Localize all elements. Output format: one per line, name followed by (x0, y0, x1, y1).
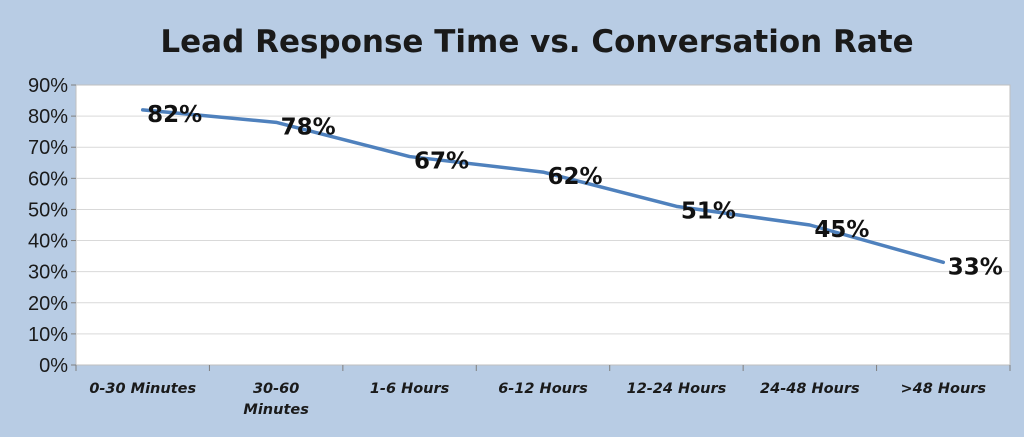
data-label: 33% (948, 254, 1003, 280)
series-layer (140, 108, 946, 265)
data-label: 78% (281, 114, 336, 140)
x-axis: 0-30 Minutes 30-60 Minutes 1-6 Hours 6-12 Ho… (75, 365, 1011, 418)
data-label: 82% (147, 102, 202, 128)
y-axis: 0% 10% 20% 30% 40% 50% 60% 70% 80% 90% (28, 75, 76, 377)
y-tick-label: 90% (28, 75, 68, 97)
x-tick-label: 1-6 Hours (370, 381, 450, 397)
chart-title: Lead Response Time vs. Conversation Rate (160, 24, 913, 60)
data-label: 62% (547, 164, 602, 190)
x-tick-label: 24-48 Hours (760, 381, 860, 397)
x-tick-label: >48 Hours (900, 381, 986, 397)
x-tick-label: 0-30 Minutes (89, 381, 196, 397)
y-tick-label: 0% (39, 355, 68, 377)
y-tick-label: 50% (28, 199, 68, 221)
y-tick-label: 10% (28, 324, 68, 346)
y-tick-label: 30% (28, 262, 68, 284)
data-label: 45% (814, 217, 869, 243)
y-tick-label: 60% (28, 168, 68, 190)
x-tick-label: 30-60 Minutes (243, 381, 309, 418)
y-tick-label: 20% (28, 293, 68, 315)
x-tick-label: 12-24 Hours (627, 381, 727, 397)
data-labels: 82% 78% 67% 62% 51% 45% 33% (147, 102, 1003, 280)
plot-area (75, 84, 1011, 366)
data-label: 67% (414, 149, 469, 175)
series-line (140, 108, 946, 265)
grid-layer (76, 115, 1010, 335)
y-tick-label: 80% (28, 106, 68, 128)
x-tick-label: 6-12 Hours (498, 381, 588, 397)
y-tick-label: 40% (28, 231, 68, 253)
data-label: 51% (681, 198, 736, 224)
y-tick-label: 70% (28, 137, 68, 159)
